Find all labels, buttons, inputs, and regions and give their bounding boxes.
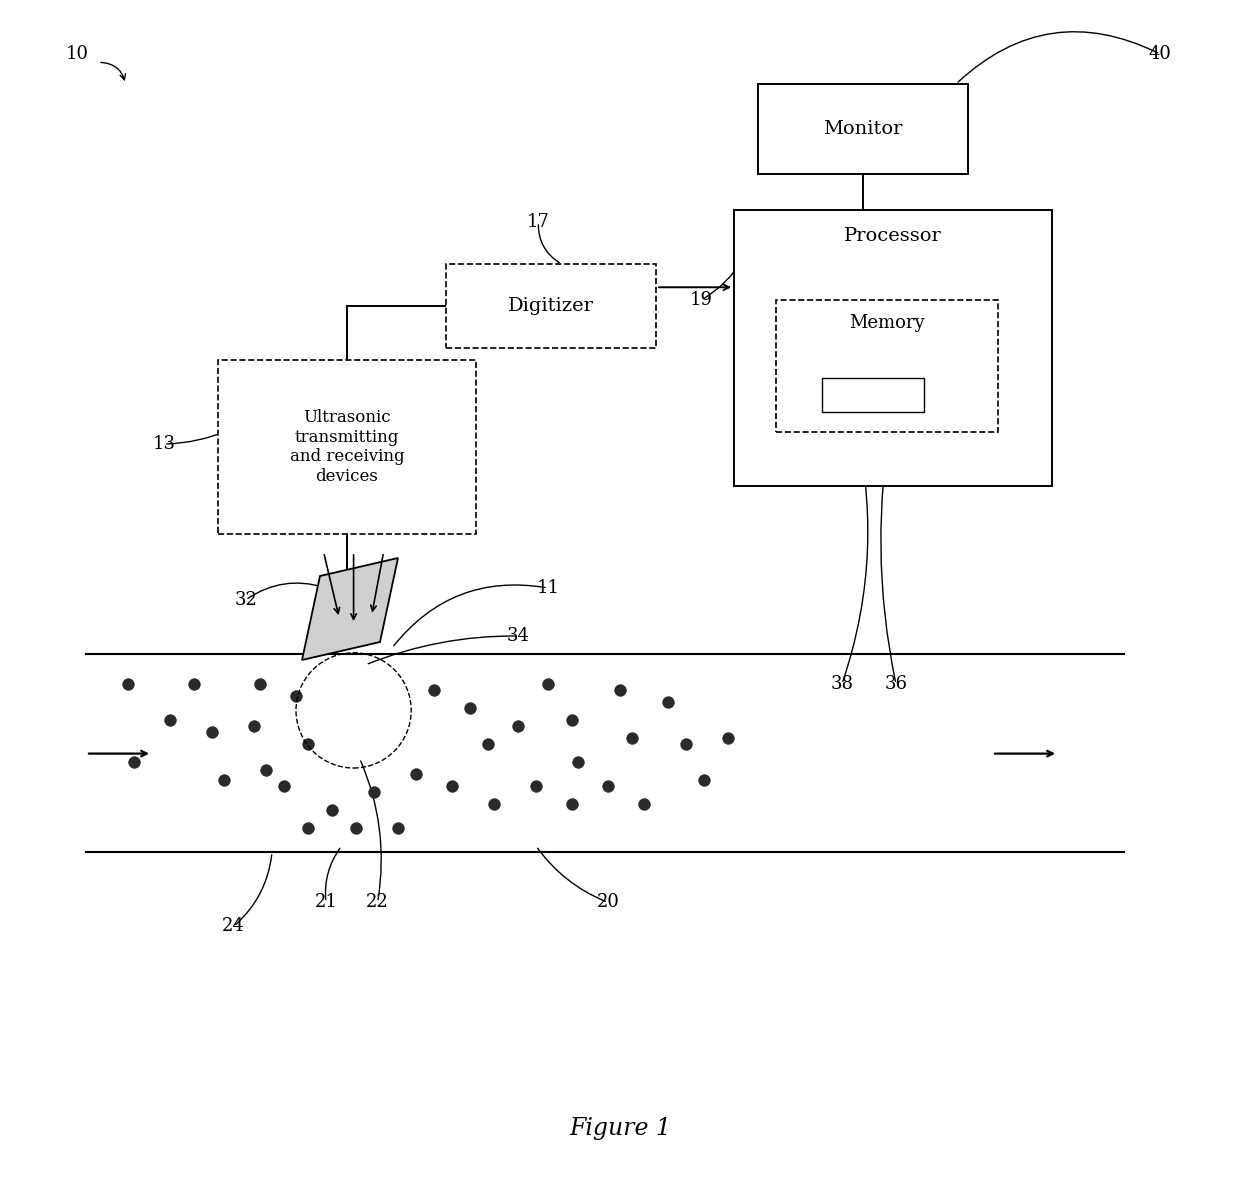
- Bar: [758, 84, 968, 174]
- Bar: [822, 378, 924, 412]
- Text: 24: 24: [222, 917, 246, 936]
- Text: 20: 20: [596, 893, 620, 912]
- Text: 13: 13: [153, 434, 176, 452]
- Text: 40: 40: [1148, 44, 1172, 62]
- Bar: [734, 210, 1052, 486]
- Text: 36: 36: [884, 674, 908, 692]
- Bar: [776, 300, 998, 432]
- Text: 21: 21: [315, 893, 337, 912]
- Text: Memory: Memory: [849, 314, 925, 332]
- Text: Processor: Processor: [844, 227, 942, 245]
- Text: 10: 10: [66, 44, 89, 62]
- Text: 11: 11: [537, 578, 559, 596]
- Bar: [446, 264, 656, 348]
- Bar: [218, 360, 476, 534]
- Text: 22: 22: [366, 893, 389, 912]
- Text: 34: 34: [507, 626, 529, 646]
- Text: Digitizer: Digitizer: [508, 296, 594, 314]
- Polygon shape: [303, 558, 398, 660]
- Text: 38: 38: [831, 674, 853, 692]
- Text: 32: 32: [234, 590, 257, 608]
- Text: 17: 17: [527, 214, 549, 230]
- Text: Ultrasonic
transmitting
and receiving
devices: Ultrasonic transmitting and receiving de…: [290, 409, 404, 485]
- Text: 19: 19: [691, 290, 713, 308]
- Text: Figure 1: Figure 1: [569, 1116, 671, 1140]
- Text: Monitor: Monitor: [823, 120, 903, 138]
